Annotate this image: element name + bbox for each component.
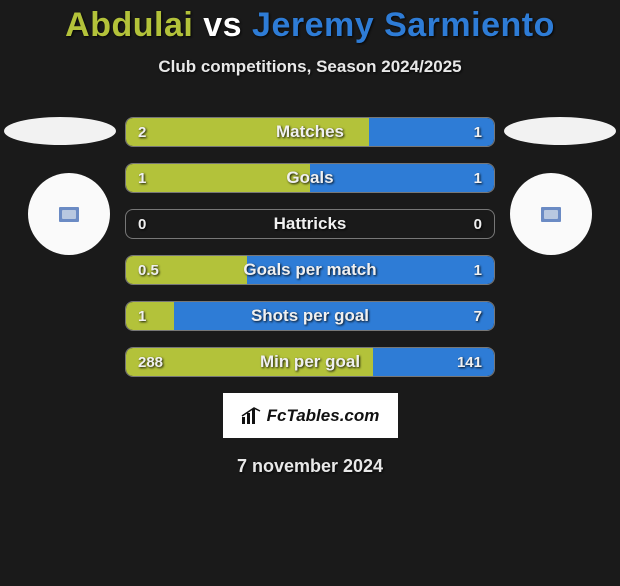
comparison-title: Abdulai vs Jeremy Sarmiento xyxy=(0,6,620,45)
stat-label: Goals per match xyxy=(126,256,494,284)
avatar-placeholder-icon xyxy=(541,207,561,222)
stat-label: Matches xyxy=(126,118,494,146)
stat-value-right: 1 xyxy=(474,164,482,192)
player2-name: Jeremy Sarmiento xyxy=(252,6,555,44)
stat-row: Goals per match0.5 1 xyxy=(125,255,495,285)
stat-value-right: 0 xyxy=(474,210,482,238)
stat-label: Hattricks xyxy=(126,210,494,238)
stat-row: Goals1 1 xyxy=(125,163,495,193)
team-ellipse-right xyxy=(504,117,616,145)
vs-text: vs xyxy=(203,6,242,44)
stat-row: Shots per goal1 7 xyxy=(125,301,495,331)
stat-value-left: 288 xyxy=(138,348,163,376)
stat-row: Matches2 1 xyxy=(125,117,495,147)
comparison-body: Matches21Goals11Hattricks00Goals per mat… xyxy=(0,117,620,477)
stat-label: Goals xyxy=(126,164,494,192)
logo-text: FcTables.com xyxy=(267,406,380,426)
stat-row: Min per goal288 141 xyxy=(125,347,495,377)
stat-value-right: 1 xyxy=(474,118,482,146)
stat-value-left: 2 xyxy=(138,118,146,146)
stat-value-left: 1 xyxy=(138,302,146,330)
stat-label: Shots per goal xyxy=(126,302,494,330)
stat-value-left: 0 xyxy=(138,210,146,238)
player1-avatar xyxy=(28,173,110,255)
player2-avatar xyxy=(510,173,592,255)
subtitle: Club competitions, Season 2024/2025 xyxy=(0,57,620,77)
player1-name: Abdulai xyxy=(65,6,193,44)
snapshot-date: 7 november 2024 xyxy=(0,456,620,477)
stat-row: Hattricks0 0 xyxy=(125,209,495,239)
stat-value-right: 141 xyxy=(457,348,482,376)
stat-label: Min per goal xyxy=(126,348,494,376)
stat-value-right: 1 xyxy=(474,256,482,284)
stat-value-left: 1 xyxy=(138,164,146,192)
team-ellipse-left xyxy=(4,117,116,145)
stats-bars: Matches21Goals11Hattricks00Goals per mat… xyxy=(125,117,495,377)
logo-chart-icon xyxy=(241,407,263,425)
avatar-placeholder-icon xyxy=(59,207,79,222)
stat-value-right: 7 xyxy=(474,302,482,330)
stat-value-left: 0.5 xyxy=(138,256,159,284)
fctables-logo: FcTables.com xyxy=(223,393,398,438)
